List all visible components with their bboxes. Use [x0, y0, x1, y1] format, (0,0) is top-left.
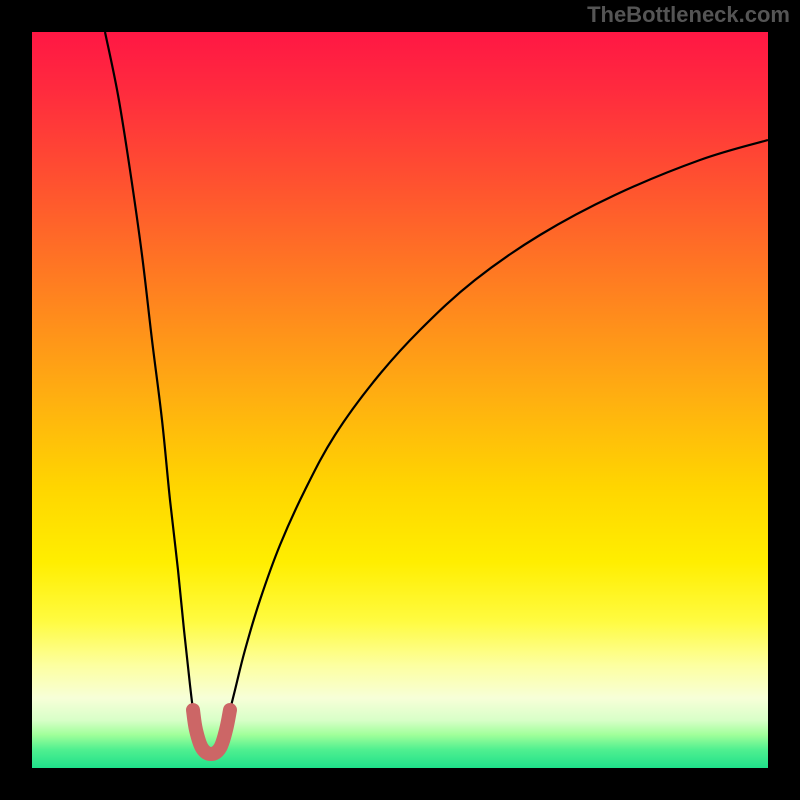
- chart-svg: [0, 0, 800, 800]
- plot-background: [32, 32, 768, 768]
- chart-container: TheBottleneck.com: [0, 0, 800, 800]
